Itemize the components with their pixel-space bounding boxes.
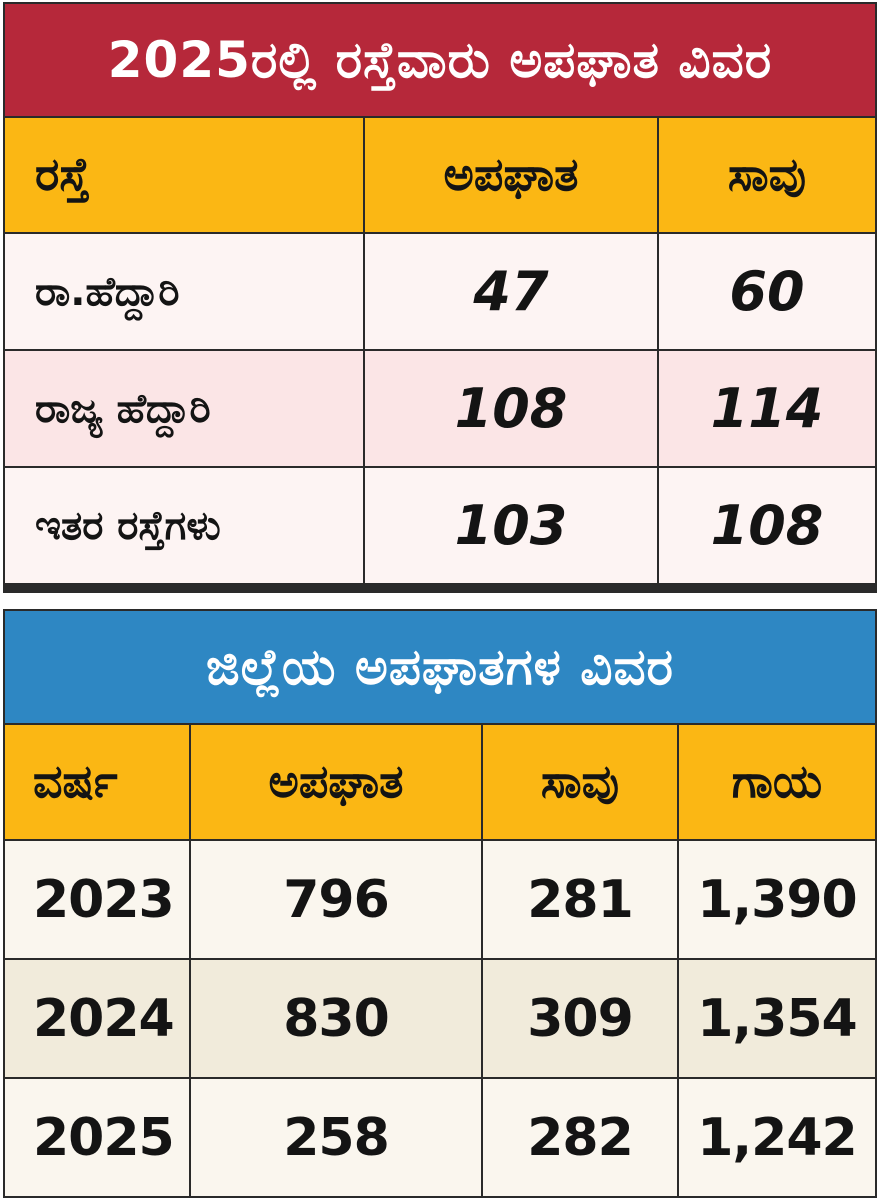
table-cell: 47 — [365, 234, 659, 349]
table-row: ಇತರ ರಸ್ತೆಗಳು 103 108 — [5, 468, 875, 583]
row-label: ರಾಜ್ಯ ಹೆದ್ದಾರಿ — [5, 351, 365, 466]
table-cell: 60 — [729, 260, 805, 323]
table-row: 2025 258 282 1,242 — [5, 1079, 875, 1196]
column-header: ಅಪಘಾತ — [191, 725, 483, 839]
table-cell: 309 — [483, 960, 679, 1077]
column-header: ಸಾವು — [727, 147, 807, 201]
row-label: ಇತರ ರಸ್ತೆಗಳು — [5, 468, 365, 583]
table-cell: 114 — [710, 377, 824, 440]
table-cell: 103 — [365, 468, 659, 583]
table-cell: 796 — [191, 841, 483, 958]
column-header: ವರ್ಷ — [5, 725, 191, 839]
column-header: ಅಪಘಾತ — [365, 118, 659, 232]
table-cell: 282 — [483, 1079, 679, 1196]
row-label: 2025 — [5, 1079, 191, 1196]
column-header: ಸಾವು — [483, 725, 679, 839]
table-title: 2025ರಲ್ಲಿ ರಸ್ತೆವಾರು ಅಪಘಾತ ವಿವರ — [5, 4, 875, 118]
table-cell: 1,354 — [697, 988, 857, 1049]
table-cell: 281 — [483, 841, 679, 958]
header-row: ರಸ್ತೆ ಅಪಘಾತ ಸಾವು — [5, 118, 875, 234]
table-cell: 1,390 — [697, 869, 857, 930]
table-cell: 108 — [710, 494, 824, 557]
table-row: 2024 830 309 1,354 — [5, 960, 875, 1079]
road-accidents-table: 2025ರಲ್ಲಿ ರಸ್ತೆವಾರು ಅಪಘಾತ ವಿವರ ರಸ್ತೆ ಅಪಘ… — [3, 2, 877, 593]
table-cell: 258 — [191, 1079, 483, 1196]
district-accidents-table: ಜಿಲ್ಲೆಯ ಅಪಘಾತಗಳ ವಿವರ ವರ್ಷ ಅಪಘಾತ ಸಾವು ಗಾಯ… — [3, 609, 877, 1198]
header-row: ವರ್ಷ ಅಪಘಾತ ಸಾವು ಗಾಯ — [5, 725, 875, 841]
table-row: ರಾ.ಹೆದ್ದಾರಿ 47 60 — [5, 234, 875, 351]
row-label: ರಾ.ಹೆದ್ದಾರಿ — [5, 234, 365, 349]
table-title: ಜಿಲ್ಲೆಯ ಅಪಘಾತಗಳ ವಿವರ — [5, 611, 875, 725]
row-label: 2024 — [5, 960, 191, 1077]
column-header: ರಸ್ತೆ — [5, 118, 365, 232]
table-row: 2023 796 281 1,390 — [5, 841, 875, 960]
table-cell: 1,242 — [697, 1107, 857, 1168]
table-cell: 830 — [191, 960, 483, 1077]
column-header: ಗಾಯ — [731, 754, 823, 808]
row-label: 2023 — [5, 841, 191, 958]
table-cell: 108 — [365, 351, 659, 466]
table-row: ರಾಜ್ಯ ಹೆದ್ದಾರಿ 108 114 — [5, 351, 875, 468]
